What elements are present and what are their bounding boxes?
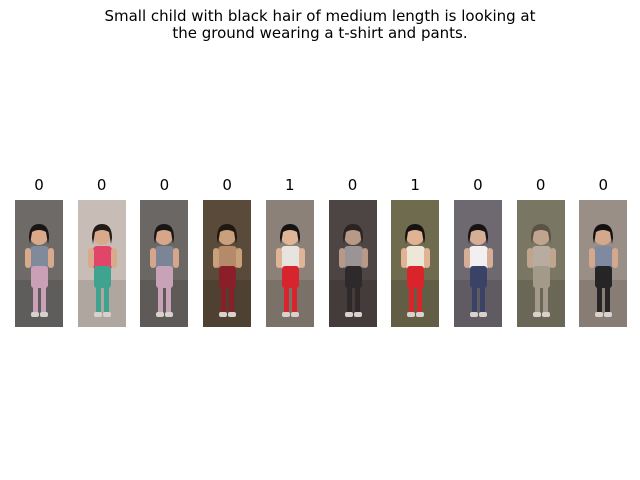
gallery-item: 0 xyxy=(77,176,126,327)
gallery-item: 0 xyxy=(203,176,252,327)
caption-line-1: Small child with black hair of medium le… xyxy=(104,7,536,25)
person-photo xyxy=(579,200,628,327)
person-photo xyxy=(265,200,314,327)
gallery-item: 0 xyxy=(328,176,377,327)
gallery-item: 0 xyxy=(140,176,189,327)
gallery-item: 0 xyxy=(453,176,502,327)
match-label: 0 xyxy=(222,176,232,194)
match-label: 0 xyxy=(347,176,358,194)
person-photo xyxy=(453,200,502,327)
match-label: 0 xyxy=(34,176,44,194)
gallery-item: 0 xyxy=(516,176,565,327)
person-photo xyxy=(391,200,440,327)
match-label: 0 xyxy=(96,176,107,194)
figure-caption: Small child with black hair of medium le… xyxy=(0,8,640,42)
match-label: 1 xyxy=(285,176,295,194)
person-photo xyxy=(15,200,63,327)
person-photo xyxy=(77,200,126,327)
gallery-item: 1 xyxy=(391,176,440,327)
person-photo xyxy=(140,200,189,327)
match-label: 1 xyxy=(410,176,420,194)
match-label: 0 xyxy=(159,176,170,194)
person-photo xyxy=(203,200,252,327)
caption-line-2: the ground wearing a t-shirt and pants. xyxy=(172,24,468,42)
match-label: 0 xyxy=(598,176,609,194)
match-label: 0 xyxy=(535,176,546,194)
gallery-item: 0 xyxy=(15,176,63,327)
match-label: 0 xyxy=(473,176,483,194)
gallery-item: 1 xyxy=(265,176,314,327)
person-photo xyxy=(328,200,377,327)
gallery-item: 0 xyxy=(579,176,628,327)
person-photo xyxy=(516,200,565,327)
